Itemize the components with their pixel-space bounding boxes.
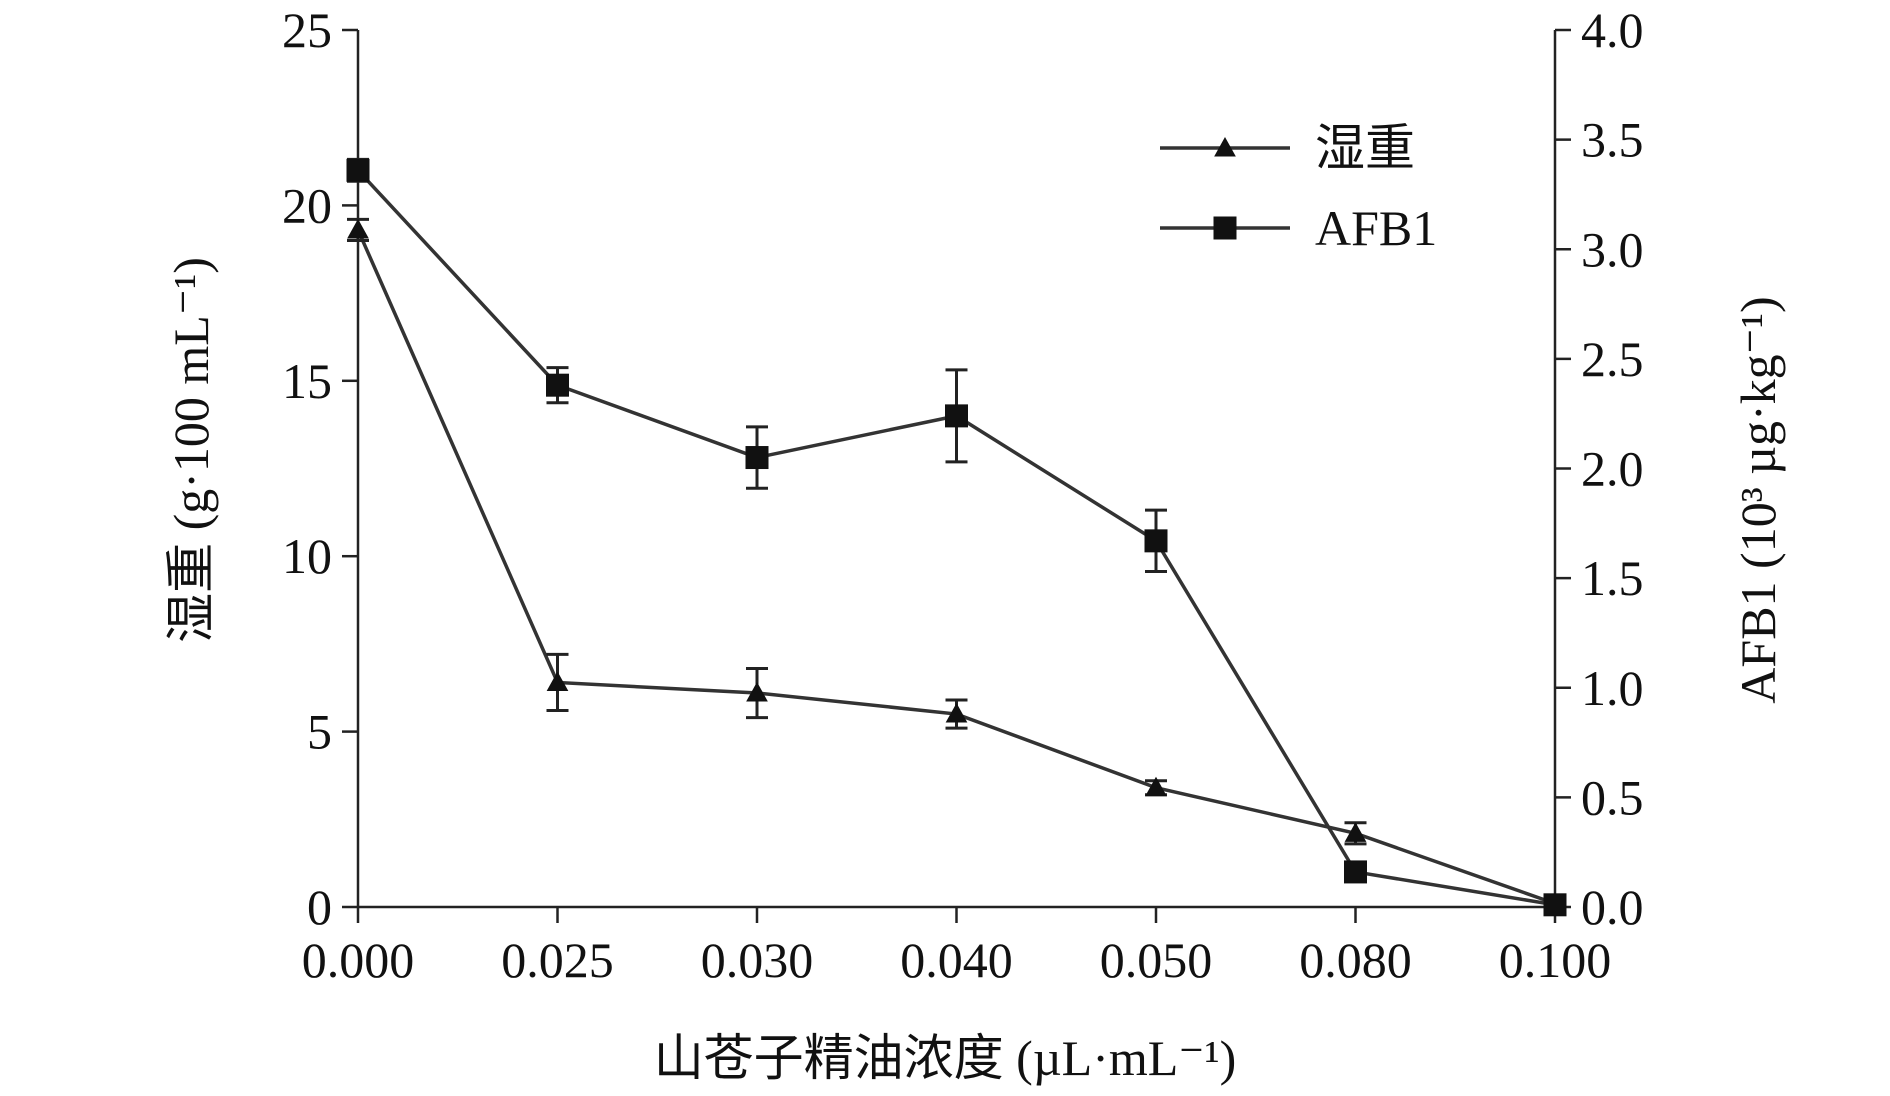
y-right-tick-label: 0.5 xyxy=(1581,769,1644,825)
data-point-square xyxy=(745,446,769,470)
y-left-tick-label: 20 xyxy=(282,177,332,233)
y-right-tick-label: 1.5 xyxy=(1581,550,1644,606)
data-point-triangle xyxy=(1145,776,1167,797)
data-point-triangle xyxy=(347,218,369,239)
x-tick-label: 0.025 xyxy=(501,932,614,988)
data-point-triangle xyxy=(945,703,968,723)
y-left-tick-label: 5 xyxy=(307,704,332,760)
series-line-triangle xyxy=(356,229,1556,906)
y-right-tick-label: 4.0 xyxy=(1581,2,1644,58)
y-right-tick-label: 2.0 xyxy=(1581,441,1644,497)
y-left-tick-label: 25 xyxy=(282,2,332,58)
legend-marker-triangle xyxy=(1214,136,1236,157)
data-point-square xyxy=(1144,529,1168,553)
x-axis-title: 山苍子精油浓度 (µL·mL⁻¹) xyxy=(654,1030,1237,1086)
legend-item-triangle: 湿重 xyxy=(1160,120,1415,176)
data-point-triangle xyxy=(546,671,569,691)
y-right-tick-label: 1.0 xyxy=(1581,660,1644,716)
y-axis-left-title: 湿重 (g·100 mL⁻¹) xyxy=(163,257,219,643)
series-layer xyxy=(346,157,1567,917)
x-tick-label: 0.000 xyxy=(302,932,415,988)
y-axis-right-title: AFB1 (10³ µg·kg⁻¹) xyxy=(1730,296,1786,703)
y-left-tick-label: 0 xyxy=(307,879,332,935)
data-point-square xyxy=(346,158,370,182)
x-tick-label: 0.050 xyxy=(1100,932,1213,988)
y-right-tick-label: 3.5 xyxy=(1581,112,1644,168)
y-right-tick-label: 2.5 xyxy=(1581,331,1644,387)
x-tick-label: 0.100 xyxy=(1499,932,1612,988)
x-tick-label: 0.030 xyxy=(701,932,814,988)
y-left-tick-label: 10 xyxy=(282,528,332,584)
data-point-square xyxy=(546,373,569,397)
series-square xyxy=(346,157,1567,917)
legend-item-square: AFB1 xyxy=(1160,200,1437,256)
x-tick-label: 0.040 xyxy=(900,932,1013,988)
data-point-triangle xyxy=(746,681,768,702)
data-point-square xyxy=(1344,860,1367,884)
data-point-square xyxy=(945,404,968,428)
series-line-square xyxy=(356,169,1556,907)
data-point-square xyxy=(1543,893,1567,917)
legend-marker-square xyxy=(1213,216,1237,240)
legend: 湿重 AFB1 xyxy=(1160,120,1437,256)
data-point-triangle xyxy=(1344,822,1367,842)
legend-label: AFB1 xyxy=(1315,200,1437,256)
x-tick-label: 0.080 xyxy=(1299,932,1412,988)
y-left-tick-label: 15 xyxy=(282,353,332,409)
ticks: 0 5 10 15 20 25 0.0 0.5 1.0 1.5 2.0 2.5 3.0 3.5 4.0 0.0… xyxy=(282,2,1644,988)
y-right-tick-label: 3.0 xyxy=(1581,221,1644,277)
series-triangle xyxy=(347,217,1566,912)
legend-label: 湿重 xyxy=(1315,120,1415,176)
y-right-tick-label: 0.0 xyxy=(1581,879,1644,935)
